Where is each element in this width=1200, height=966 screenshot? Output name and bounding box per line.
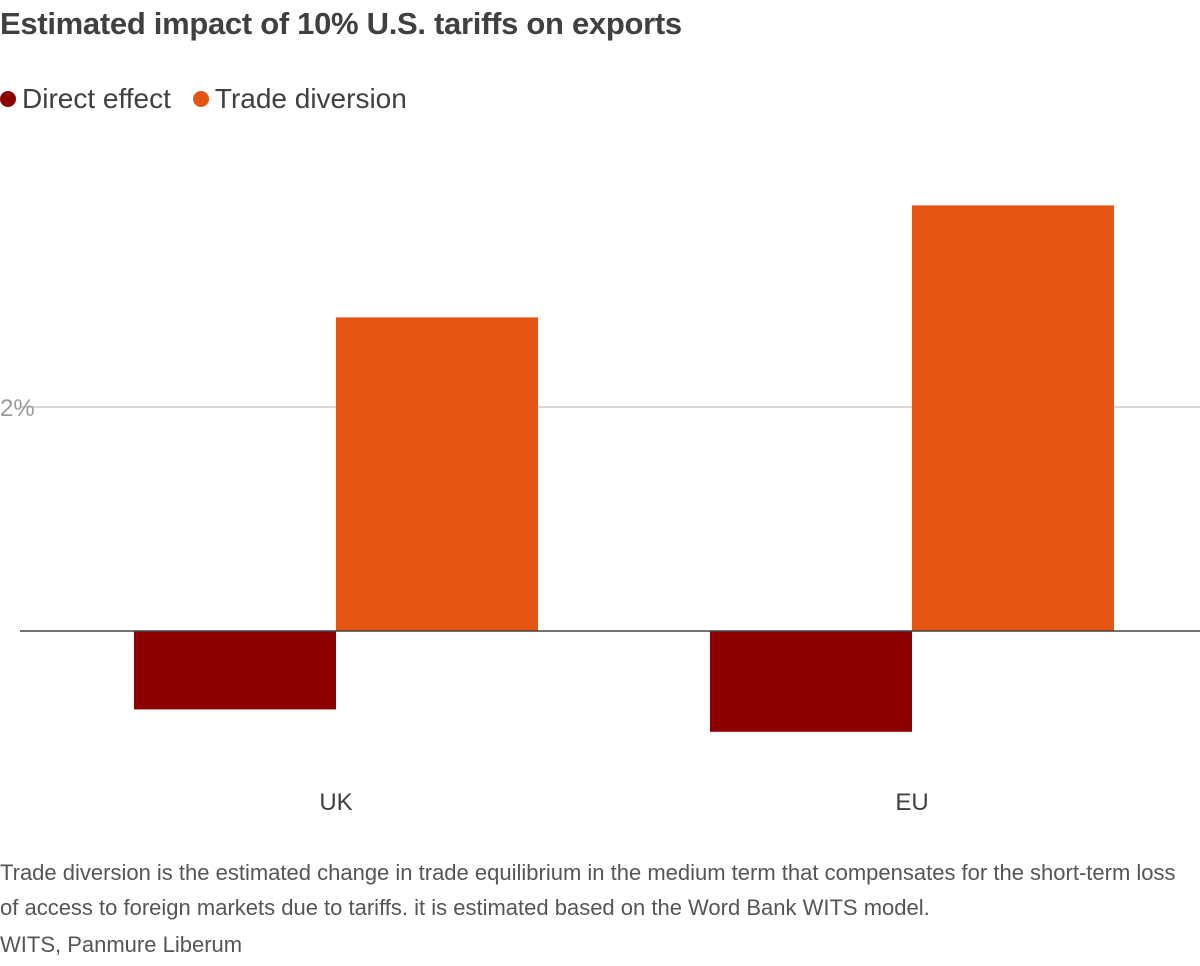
bar-direct-effect-uk (134, 631, 336, 710)
source-note: WITS, Panmure Liberum (0, 932, 243, 957)
bar-chart: 2% UK EU (0, 205, 1200, 816)
legend-label-trade-diversion: Trade diversion (214, 83, 407, 114)
legend-item-trade-diversion: Trade diversion (192, 83, 407, 115)
x-category-label-uk: UK (319, 789, 352, 816)
y-tick-label-0: 2% (0, 395, 35, 422)
bar-direct-effect-eu (710, 631, 912, 732)
x-category-label-eu: EU (895, 789, 928, 816)
legend-label-direct-effect: Direct effect (22, 83, 171, 114)
footnote: Trade diversion is the estimated change … (0, 860, 1176, 920)
bar-trade-diversion-eu (912, 205, 1114, 631)
legend-swatch-trade-diversion (192, 91, 209, 107)
bar-trade-diversion-uk (336, 317, 538, 631)
legend-item-direct-effect: Direct effect (0, 83, 171, 115)
chart-title: Estimated impact of 10% U.S. tariffs on … (0, 6, 682, 41)
legend-swatch-direct-effect (0, 91, 16, 107)
legend: Direct effect Trade diversion (0, 83, 429, 115)
